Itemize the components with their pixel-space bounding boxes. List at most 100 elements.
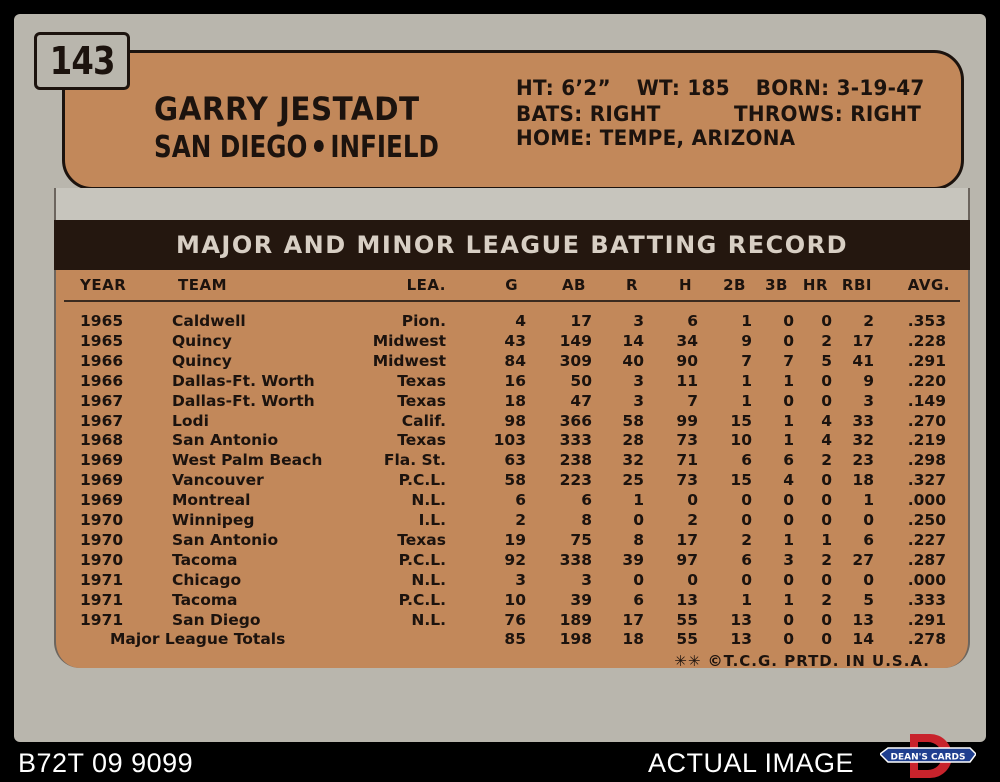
table-cell: 98 bbox=[504, 411, 526, 430]
table-cell: Caldwell bbox=[172, 312, 246, 330]
table-cell: 76 bbox=[504, 610, 526, 629]
table-cell: 3 bbox=[581, 570, 592, 589]
table-cell: 1 bbox=[741, 391, 752, 410]
table-cell: 41 bbox=[852, 351, 874, 370]
table-cell: 103 bbox=[493, 431, 526, 450]
table-cell: 7 bbox=[741, 351, 752, 370]
table-cell: 39 bbox=[622, 550, 644, 569]
actual-image-label: ACTUAL IMAGE bbox=[647, 748, 854, 778]
copyright-line: ✳✳ ©T.C.G. PRTD. IN U.S.A. bbox=[674, 652, 930, 670]
weight: WT: 185 bbox=[636, 76, 730, 100]
table-cell: Tacoma bbox=[172, 550, 238, 569]
table-cell: 47 bbox=[570, 391, 592, 410]
totals-cell: 85 bbox=[504, 630, 526, 649]
column-header: AVG. bbox=[907, 276, 950, 294]
totals-row: Major League Totals 85 198 18 55 13 0 0 14 .278 bbox=[54, 630, 970, 650]
table-cell: 10 bbox=[730, 431, 752, 450]
table-cell: 7 bbox=[687, 391, 698, 410]
cert-id: B72T 09 9099 bbox=[18, 748, 194, 778]
totals-cell: 0 bbox=[783, 630, 794, 649]
table-cell: Montreal bbox=[172, 491, 251, 510]
table-cell: 1968 bbox=[80, 431, 124, 450]
table-cell: 10 bbox=[504, 590, 526, 609]
table-cell: 75 bbox=[570, 530, 592, 549]
table-cell: 1971 bbox=[80, 610, 124, 629]
table-cell: 9 bbox=[863, 371, 874, 390]
table-cell: Winnipeg bbox=[172, 511, 255, 529]
table-cell: .220 bbox=[907, 371, 946, 390]
table-cell: 25 bbox=[622, 471, 644, 490]
born: BORN: 3-19-47 bbox=[755, 76, 925, 100]
table-cell: 28 bbox=[622, 431, 644, 450]
table-cell: .333 bbox=[907, 590, 946, 609]
table-cell: Calif. bbox=[401, 411, 446, 430]
table-cell: 1971 bbox=[80, 590, 124, 609]
table-cell: 0 bbox=[783, 391, 794, 410]
table-cell: 1966 bbox=[80, 351, 124, 370]
table-cell: 8 bbox=[633, 530, 644, 549]
totals-cell: 198 bbox=[559, 630, 592, 649]
table-cell: 1 bbox=[783, 371, 794, 390]
table-cell: 338 bbox=[559, 550, 592, 569]
table-cell: 149 bbox=[559, 331, 592, 350]
table-cell: 0 bbox=[741, 511, 752, 529]
table-cell: 238 bbox=[559, 451, 592, 470]
table-cell: 43 bbox=[504, 331, 526, 350]
table-cell: P.C.L. bbox=[398, 550, 446, 569]
table-row: 1970 San Antonio Texas 19 75 8 17 2 1 1 6 .227 bbox=[54, 531, 970, 551]
column-header: R bbox=[625, 276, 638, 294]
table-cell: 3 bbox=[633, 312, 644, 330]
table-cell: San Antonio bbox=[172, 431, 279, 450]
table-row: 1971 Chicago N.L. 3 3 0 0 0 0 0 0 .000 bbox=[54, 571, 970, 591]
table-cell: 6 bbox=[741, 550, 752, 569]
table-cell: 1 bbox=[821, 530, 832, 549]
table-cell: 0 bbox=[821, 570, 832, 589]
table-cell: 32 bbox=[622, 451, 644, 470]
table-cell: West Palm Beach bbox=[172, 451, 323, 470]
divider-strip bbox=[54, 188, 970, 222]
table-cell: 17 bbox=[570, 312, 592, 330]
table-cell: Texas bbox=[397, 371, 446, 390]
column-header: H bbox=[678, 276, 692, 294]
table-cell: 16 bbox=[504, 371, 526, 390]
table-cell: Texas bbox=[397, 530, 446, 549]
bullet-icon bbox=[313, 140, 324, 152]
column-header: 3B bbox=[765, 276, 788, 294]
column-header: AB bbox=[561, 276, 586, 294]
table-cell: 1970 bbox=[80, 530, 124, 549]
table-cell: 9 bbox=[741, 331, 752, 350]
table-cell: 1967 bbox=[80, 411, 124, 430]
table-cell: 6 bbox=[783, 451, 794, 470]
player-name: GARRY JESTADT bbox=[154, 90, 420, 128]
totals-cell: 18 bbox=[622, 630, 644, 649]
table-cell: 0 bbox=[783, 312, 794, 330]
card-number-tab: 143 bbox=[34, 32, 130, 90]
table-cell: 366 bbox=[559, 411, 592, 430]
table-cell: 11 bbox=[676, 371, 698, 390]
table-cell: 2 bbox=[515, 511, 526, 529]
table-cell: 73 bbox=[676, 431, 698, 450]
table-cell: 0 bbox=[687, 570, 698, 589]
table-cell: 39 bbox=[570, 590, 592, 609]
totals-label: Major League Totals bbox=[110, 630, 286, 649]
table-cell: 1 bbox=[783, 431, 794, 450]
bats: BATS: RIGHT bbox=[516, 102, 661, 126]
table-cell: 7 bbox=[783, 351, 794, 370]
table-cell: 1 bbox=[633, 491, 644, 510]
bio-line-2: BATS: RIGHT THROWS: RIGHT bbox=[516, 102, 921, 126]
bio-line-1: HT: 6’2” WT: 185 BORN: 3-19-47 bbox=[516, 76, 925, 100]
table-cell: Vancouver bbox=[172, 471, 264, 490]
table-cell: 0 bbox=[783, 610, 794, 629]
table-cell: 0 bbox=[863, 570, 874, 589]
table-cell: 4 bbox=[783, 471, 794, 490]
table-cell: 40 bbox=[622, 351, 644, 370]
team-name: SAN DIEGO bbox=[154, 130, 308, 165]
table-cell: 0 bbox=[821, 471, 832, 490]
table-cell: .149 bbox=[907, 391, 946, 410]
table-cell: 4 bbox=[515, 312, 526, 330]
table-cell: .327 bbox=[907, 471, 946, 490]
table-cell: 3 bbox=[633, 391, 644, 410]
totals-cell: 13 bbox=[730, 630, 752, 649]
table-cell: 97 bbox=[676, 550, 698, 569]
batting-record-table: 1965 Caldwell Pion. 4 17 3 6 1 0 0 2.353 1965 Quincy… bbox=[54, 270, 970, 668]
